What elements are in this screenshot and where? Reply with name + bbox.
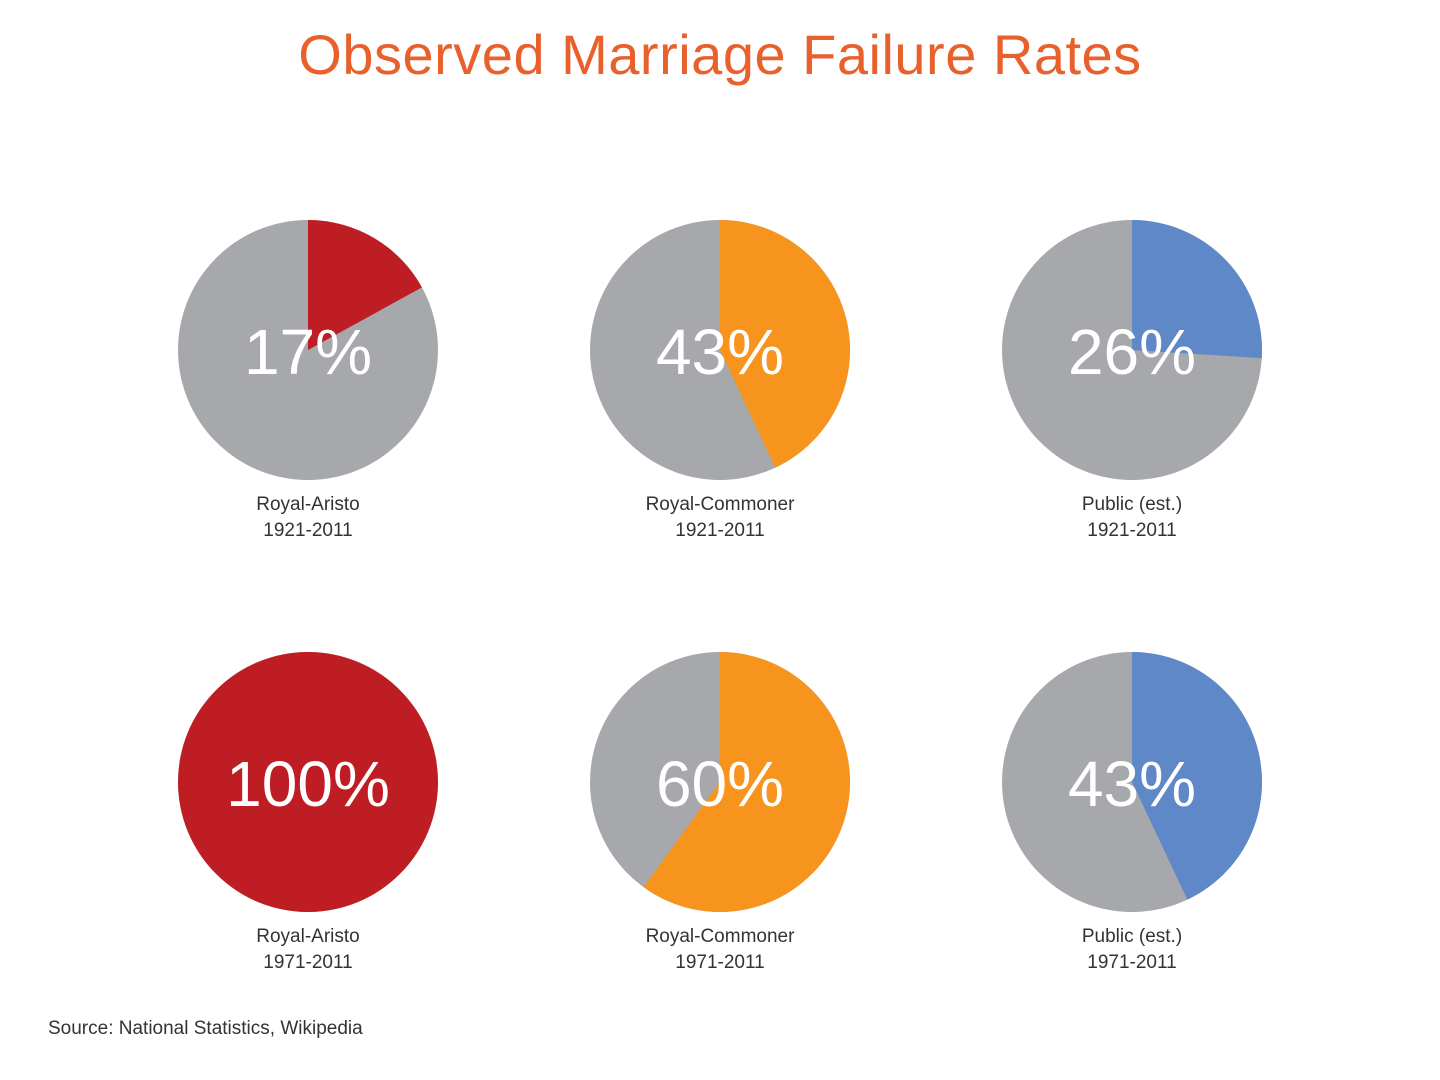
pie-chart: 60% Royal-Commoner 1971-2011 <box>590 652 851 973</box>
source-note: Source: National Statistics, Wikipedia <box>48 1018 363 1039</box>
pie-slice-value <box>1132 652 1263 900</box>
pie-slice-value <box>720 220 851 468</box>
percentage-label: 60% <box>656 748 784 820</box>
period-label: 1921-2011 <box>1087 520 1176 541</box>
period-label: 1971-2011 <box>263 952 352 973</box>
period-label: 1921-2011 <box>263 520 352 541</box>
pie-slice-value <box>643 652 851 912</box>
period-label: 1971-2011 <box>1087 952 1176 973</box>
period-label: 1921-2011 <box>675 520 764 541</box>
percentage-label: 17% <box>244 316 372 388</box>
pie-chart: 17% Royal-Aristo 1921-2011 <box>178 220 438 541</box>
category-label: Public (est.) <box>1082 494 1182 515</box>
percentage-label: 100% <box>226 748 390 820</box>
pie-slice-value <box>1132 220 1262 359</box>
category-label: Public (est.) <box>1082 926 1182 947</box>
category-label: Royal-Commoner <box>646 926 796 947</box>
category-label: Royal-Aristo <box>256 494 359 515</box>
pie-slice-value <box>308 220 422 350</box>
pie-slice-value <box>178 652 438 912</box>
pie-chart: 43% Royal-Commoner 1921-2011 <box>590 220 851 541</box>
category-label: Royal-Aristo <box>256 926 359 947</box>
pie-chart: 26% Public (est.) 1921-2011 <box>1002 220 1262 541</box>
percentage-label: 43% <box>656 316 784 388</box>
pie-chart: 100% Royal-Aristo 1971-2011 <box>178 652 438 973</box>
percentage-label: 43% <box>1068 748 1196 820</box>
percentage-label: 26% <box>1068 316 1196 388</box>
period-label: 1971-2011 <box>675 952 764 973</box>
chart-title: Observed Marriage Failure Rates <box>298 23 1142 86</box>
category-label: Royal-Commoner <box>646 494 796 515</box>
pie-chart: 43% Public (est.) 1971-2011 <box>1002 652 1263 973</box>
